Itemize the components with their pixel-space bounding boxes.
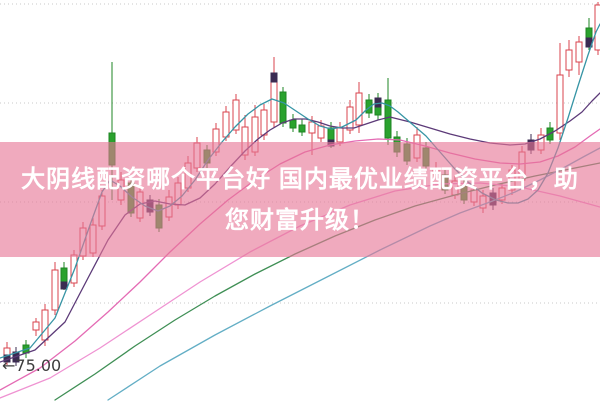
price-marker-label: ←75.00 — [2, 356, 62, 375]
ad-banner-line-1: 大阴线配资哪个平台好 国内最优业绩配资平台，助 — [21, 165, 579, 193]
ad-banner[interactable]: 大阴线配资哪个平台好 国内最优业绩配资平台，助 您财富升级！ — [0, 142, 600, 257]
ad-banner-line-2: 您财富升级！ — [225, 206, 375, 234]
